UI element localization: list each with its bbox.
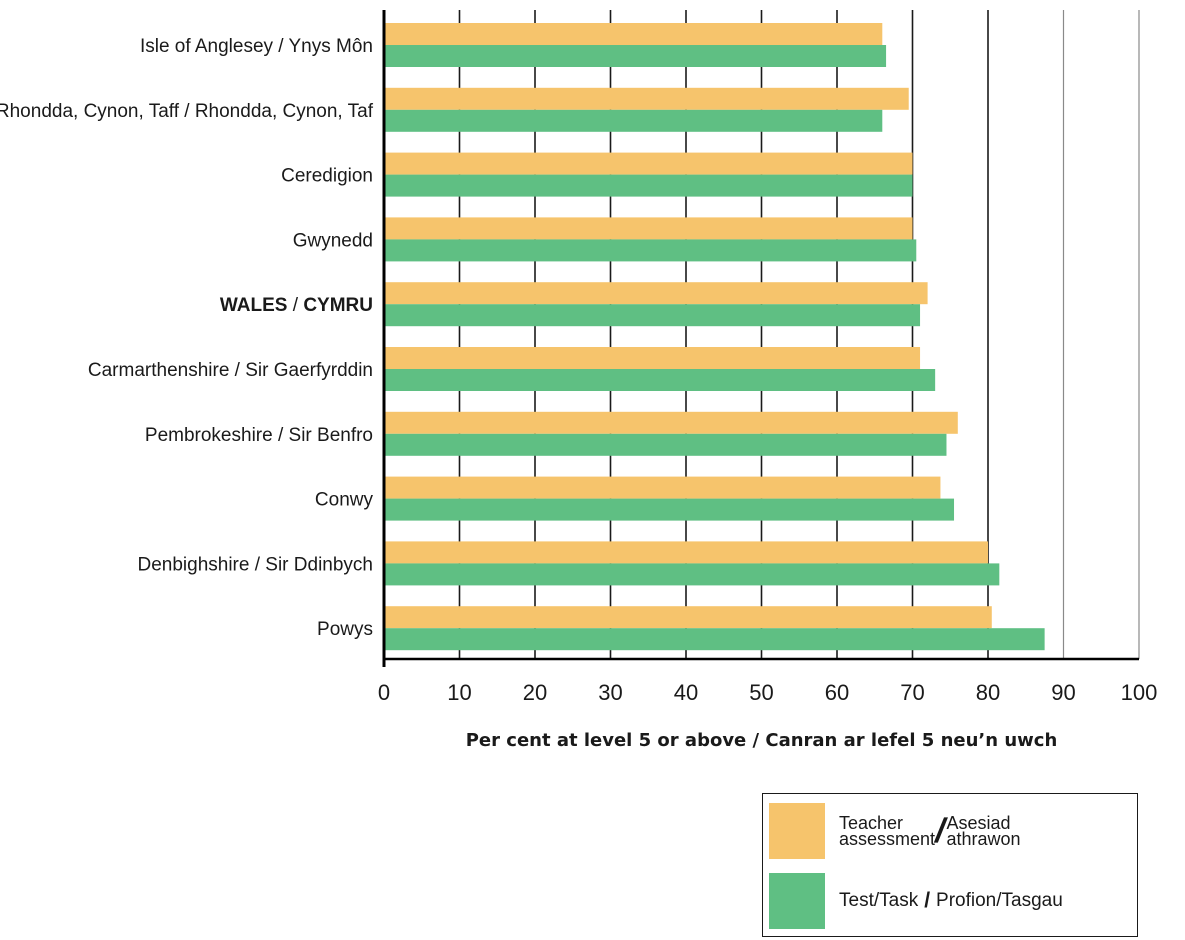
bar-teacher-assessment-rhondda-cynon-taff-rhondda-cynon-taf: [384, 87, 909, 110]
bar-teacher-assessment-ceredigion: [384, 152, 913, 175]
bar-teacher-assessment-isle-of-anglesey-ynys-m-n: [384, 23, 883, 45]
x-tick-label-10: 10: [447, 680, 471, 705]
category-label-ceredigion: Ceredigion: [281, 166, 373, 187]
tick-labels: 0 10 20 30 40 50 60 70 80 90 100: [378, 680, 1157, 705]
bar-teacher-assessment-wales-cymru: [384, 282, 928, 305]
axes: [382, 10, 1139, 667]
legend-text-asesiad: Asesiad: [946, 813, 1011, 833]
bar-test-task-denbighshire-sir-ddinbych: [384, 563, 1000, 586]
bars: [384, 23, 1045, 651]
bar-teacher-assessment-denbighshire-sir-ddinbych: [384, 541, 988, 564]
bar-test-task-ceredigion: [384, 174, 913, 197]
legend-slash: /: [932, 812, 950, 850]
x-tick-label-50: 50: [749, 680, 773, 705]
category-label-conwy: Conwy: [315, 490, 374, 511]
category-label-wales-cymru: WALES / CYMRU: [220, 295, 373, 316]
bar-test-task-powys: [384, 628, 1045, 651]
x-tick-label-80: 80: [976, 680, 1000, 705]
legend-text-profion-tasgau: Profion/Tasgau: [936, 890, 1063, 911]
bar-test-task-wales-cymru: [384, 304, 921, 327]
x-tick-label-70: 70: [900, 680, 924, 705]
legend-item-teacher-assessment: Teacher assessment / Asesiad athrawon: [769, 803, 1129, 859]
bar-test-task-pembrokeshire-sir-benfro: [384, 433, 947, 456]
x-tick-label-0: 0: [378, 680, 390, 705]
legend-text-teacher: Teacher: [839, 813, 904, 833]
legend-label-teacher-assessment: Teacher assessment / Asesiad athrawon: [839, 803, 1021, 859]
legend: Teacher assessment / Asesiad athrawon Te…: [762, 793, 1138, 937]
category-labels: Isle of Anglesey / Ynys Môn Rhondda, Cyno…: [0, 36, 374, 640]
legend-text-assessment: assessment: [839, 829, 936, 849]
category-label-denbighshire-sir-ddinbych: Denbighshire / Sir Ddinbych: [137, 554, 373, 575]
x-tick-label-40: 40: [674, 680, 698, 705]
bar-test-task-gwynedd: [384, 239, 917, 262]
category-label-gwynedd: Gwynedd: [293, 230, 373, 251]
bar-teacher-assessment-carmarthenshire-sir-gaerfyrddin: [384, 347, 921, 369]
legend-item-test-task: Test/Task / Profion/Tasgau: [769, 873, 1129, 929]
x-tick-label-60: 60: [825, 680, 849, 705]
bar-test-task-isle-of-anglesey-ynys-m-n: [384, 45, 887, 67]
bar-teacher-assessment-gwynedd: [384, 217, 913, 240]
legend-swatch-test-task: [769, 873, 825, 929]
category-label-carmarthenshire-sir-gaerfyrddin: Carmarthenshire / Sir Gaerfyrddin: [88, 360, 373, 381]
legend-text-test-task: Test/Task: [839, 890, 919, 911]
legend-swatch-teacher-assessment: [769, 803, 825, 859]
category-label-powys: Powys: [317, 619, 373, 640]
bar-chart: Isle of Anglesey / Ynys Môn Rhondda, Cyno…: [0, 10, 1157, 705]
legend-slash: /: [924, 889, 931, 912]
bar-test-task-carmarthenshire-sir-gaerfyrddin: [384, 369, 936, 391]
legend-text-athrawon: athrawon: [946, 829, 1021, 849]
chart-area: Isle of Anglesey / Ynys Môn Rhondda, Cyno…: [0, 10, 1157, 751]
bar-test-task-rhondda-cynon-taff-rhondda-cynon-taf: [384, 109, 883, 132]
x-tick-label-20: 20: [523, 680, 547, 705]
bar-teacher-assessment-conwy: [384, 476, 941, 499]
legend-label-test-task: Test/Task / Profion/Tasgau: [839, 873, 1063, 929]
x-axis-title: Per cent at level 5 or above / Canran ar…: [465, 730, 1058, 751]
category-label-isle-of-anglesey-ynys-m-n: Isle of Anglesey / Ynys Môn: [140, 36, 373, 57]
bar-test-task-conwy: [384, 498, 955, 521]
x-tick-label-100: 100: [1121, 680, 1158, 705]
x-tick-label-90: 90: [1051, 680, 1075, 705]
bar-teacher-assessment-powys: [384, 606, 992, 629]
bar-teacher-assessment-pembrokeshire-sir-benfro: [384, 411, 958, 434]
category-label-pembrokeshire-sir-benfro: Pembrokeshire / Sir Benfro: [145, 425, 373, 446]
category-label-rhondda-cynon-taff-rhondda-cynon-taf: Rhondda, Cynon, Taff / Rhondda, Cynon, T…: [0, 101, 374, 122]
x-tick-label-30: 30: [598, 680, 622, 705]
